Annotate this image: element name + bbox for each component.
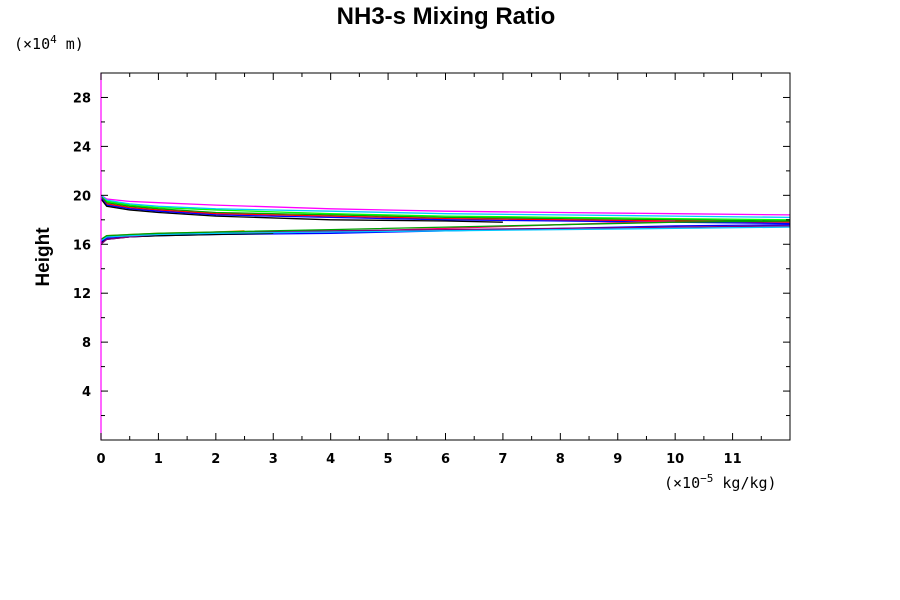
x-tick-label: 2	[211, 452, 220, 467]
x-tick-label: 0	[96, 452, 105, 467]
x-tick-label: 4	[326, 452, 335, 467]
x-tick-label: 3	[269, 452, 278, 467]
series-line-13	[101, 226, 790, 242]
x-unit-prefix: (×10	[664, 474, 700, 492]
y-axis-unit-label: (×104 m)	[14, 33, 84, 53]
y-tick-label: 16	[73, 238, 91, 253]
y-unit-exponent: 4	[50, 33, 57, 46]
x-tick-label: 9	[613, 452, 622, 467]
x-tick-label: 8	[556, 452, 565, 467]
x-tick-label: 11	[724, 452, 742, 467]
axes-layer	[100, 72, 791, 441]
y-tick-label: 12	[73, 287, 91, 302]
series-line-2	[101, 194, 790, 219]
y-tick-label: 28	[73, 91, 91, 106]
series-line-3	[101, 196, 790, 221]
series-line-4	[101, 196, 790, 222]
plot-frame	[100, 72, 791, 441]
y-tick-label: 4	[82, 385, 91, 400]
x-unit-suffix: kg/kg)	[713, 474, 776, 492]
x-tick-label: 7	[498, 452, 507, 467]
series-line-6	[101, 197, 790, 225]
x-tick-label: 10	[666, 452, 684, 467]
series-line-14	[101, 220, 790, 240]
chart-title: NH3-s Mixing Ratio	[337, 3, 556, 30]
series-layer	[101, 194, 790, 245]
series-line-1	[101, 194, 790, 216]
y-unit-prefix: (×10	[14, 35, 50, 53]
x-axis-unit-label: (×10−5 kg/kg)	[664, 472, 777, 492]
y-tick-label: 20	[73, 189, 91, 204]
y-unit-suffix: m)	[57, 35, 84, 53]
x-tick-label: 1	[154, 452, 163, 467]
y-tick-label: 8	[82, 336, 91, 351]
x-tick-label: 5	[384, 452, 393, 467]
x-unit-exponent: −5	[700, 472, 713, 485]
series-line-5	[101, 197, 790, 223]
x-tick-label: 6	[441, 452, 450, 467]
y-tick-label: 24	[73, 140, 91, 155]
series-line-7	[101, 198, 503, 223]
y-axis-label: Height	[33, 227, 54, 287]
